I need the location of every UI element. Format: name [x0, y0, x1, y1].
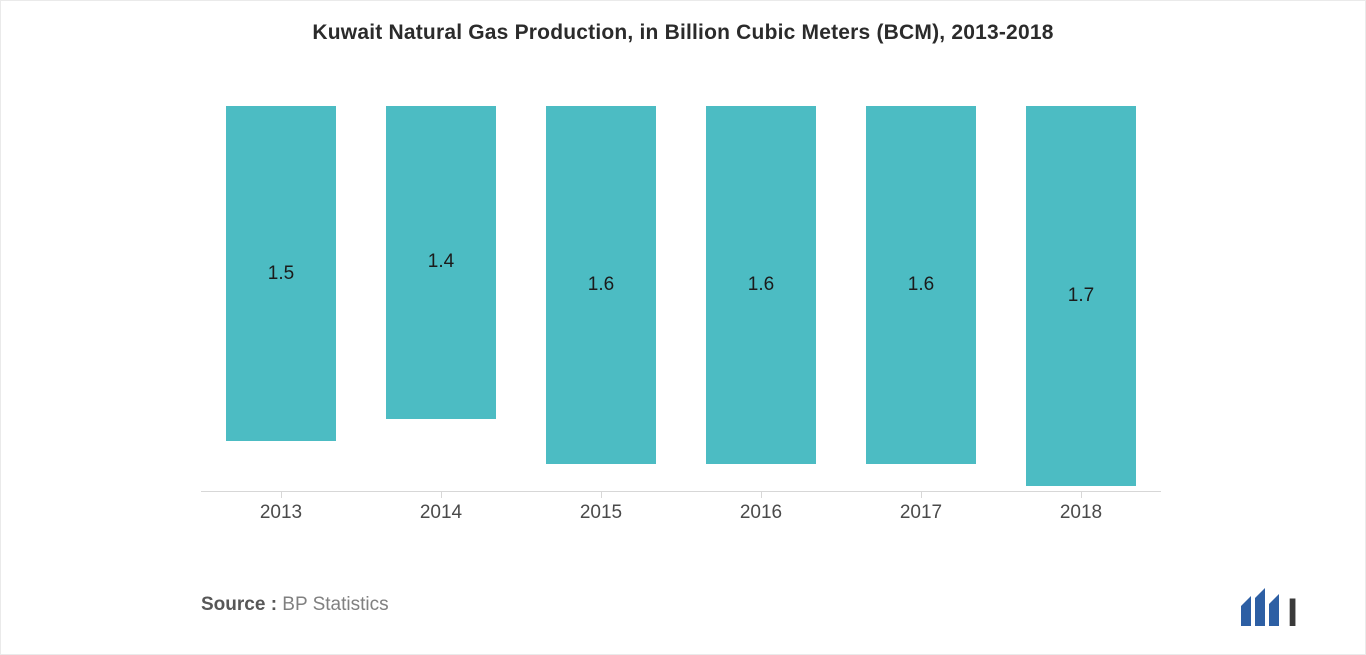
x-axis-label: 2018: [1001, 492, 1161, 524]
bar-2015: 1.6: [546, 106, 656, 464]
bar-2014: 1.4: [386, 106, 496, 419]
bar-2018: 1.7: [1026, 106, 1136, 486]
bar-slot: 1.6: [841, 106, 1001, 486]
bar-slot: 1.4: [361, 106, 521, 486]
bar-value-label: 1.5: [268, 263, 294, 285]
x-axis-label: 2015: [521, 492, 681, 524]
bar-value-label: 1.6: [588, 274, 614, 296]
bar-2013: 1.5: [226, 106, 336, 441]
bar-slot: 1.5: [201, 106, 361, 486]
bar-2017: 1.6: [866, 106, 976, 464]
bar-value-label: 1.6: [748, 274, 774, 296]
brand-logo: I: [1239, 586, 1313, 632]
source-label: Source :: [201, 594, 277, 615]
chart-title: Kuwait Natural Gas Production, in Billio…: [1, 21, 1365, 45]
bar-slot: 1.6: [521, 106, 681, 486]
bar-value-label: 1.4: [428, 251, 454, 273]
bar-slot: 1.6: [681, 106, 841, 486]
x-axis-label: 2017: [841, 492, 1001, 524]
bar-value-label: 1.6: [908, 274, 934, 296]
logo-icon: I: [1239, 586, 1313, 632]
bar-value-label: 1.7: [1068, 285, 1094, 307]
bar-2016: 1.6: [706, 106, 816, 464]
chart-plot-area: 1.5 1.4 1.6 1.6 1.6: [201, 106, 1161, 486]
svg-text:I: I: [1287, 591, 1298, 632]
x-axis-label: 2014: [361, 492, 521, 524]
source-text: BP Statistics: [277, 594, 389, 615]
x-axis-label: 2016: [681, 492, 841, 524]
source-attribution: Source : BP Statistics: [201, 594, 389, 616]
bars-group: 1.5 1.4 1.6 1.6 1.6: [201, 106, 1161, 486]
chart-container: Kuwait Natural Gas Production, in Billio…: [0, 0, 1366, 655]
x-axis: 2013 2014 2015 2016 2017 2018: [201, 491, 1161, 524]
bar-slot: 1.7: [1001, 106, 1161, 486]
x-axis-label: 2013: [201, 492, 361, 524]
